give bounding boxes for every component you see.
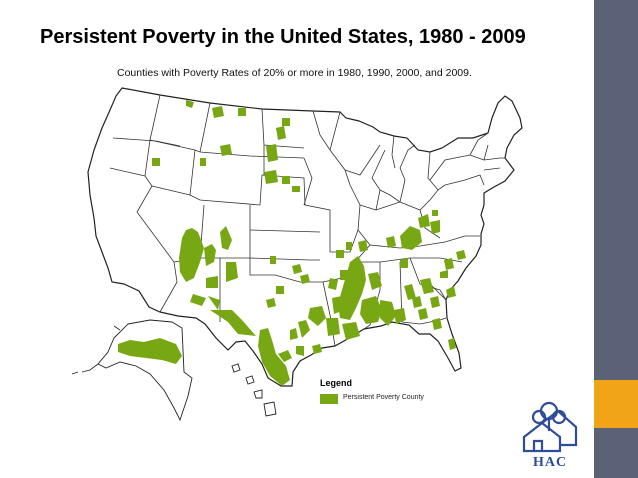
state-boundaries <box>109 94 505 347</box>
slide: Persistent Poverty in the United States,… <box>40 26 586 473</box>
contiguous-us-outline <box>87 87 523 387</box>
hac-logo-emblem <box>522 401 578 453</box>
slide-title: Persistent Poverty in the United States,… <box>40 26 526 48</box>
legend-label-poverty: Persistent Poverty County <box>343 394 424 401</box>
sidebar-accent-band <box>594 380 638 428</box>
slide-sidebar <box>594 0 638 478</box>
map-legend: Legend Persistent Poverty County <box>316 375 436 415</box>
poverty-counties <box>118 100 466 386</box>
legend-swatch-poverty <box>320 394 338 404</box>
hac-logo: HAC <box>512 397 586 473</box>
alaska-outline <box>97 319 193 422</box>
hawaii-islands <box>231 363 277 417</box>
sidebar-dark-band-bottom <box>594 428 638 478</box>
slide-subtitle: Counties with Poverty Rates of 20% or mo… <box>117 67 472 79</box>
us-poverty-map <box>71 87 523 422</box>
sidebar-dark-band <box>594 0 638 380</box>
hac-logo-text: HAC <box>532 455 568 470</box>
legend-title: Legend <box>320 378 353 388</box>
alaska-islands <box>71 325 121 375</box>
